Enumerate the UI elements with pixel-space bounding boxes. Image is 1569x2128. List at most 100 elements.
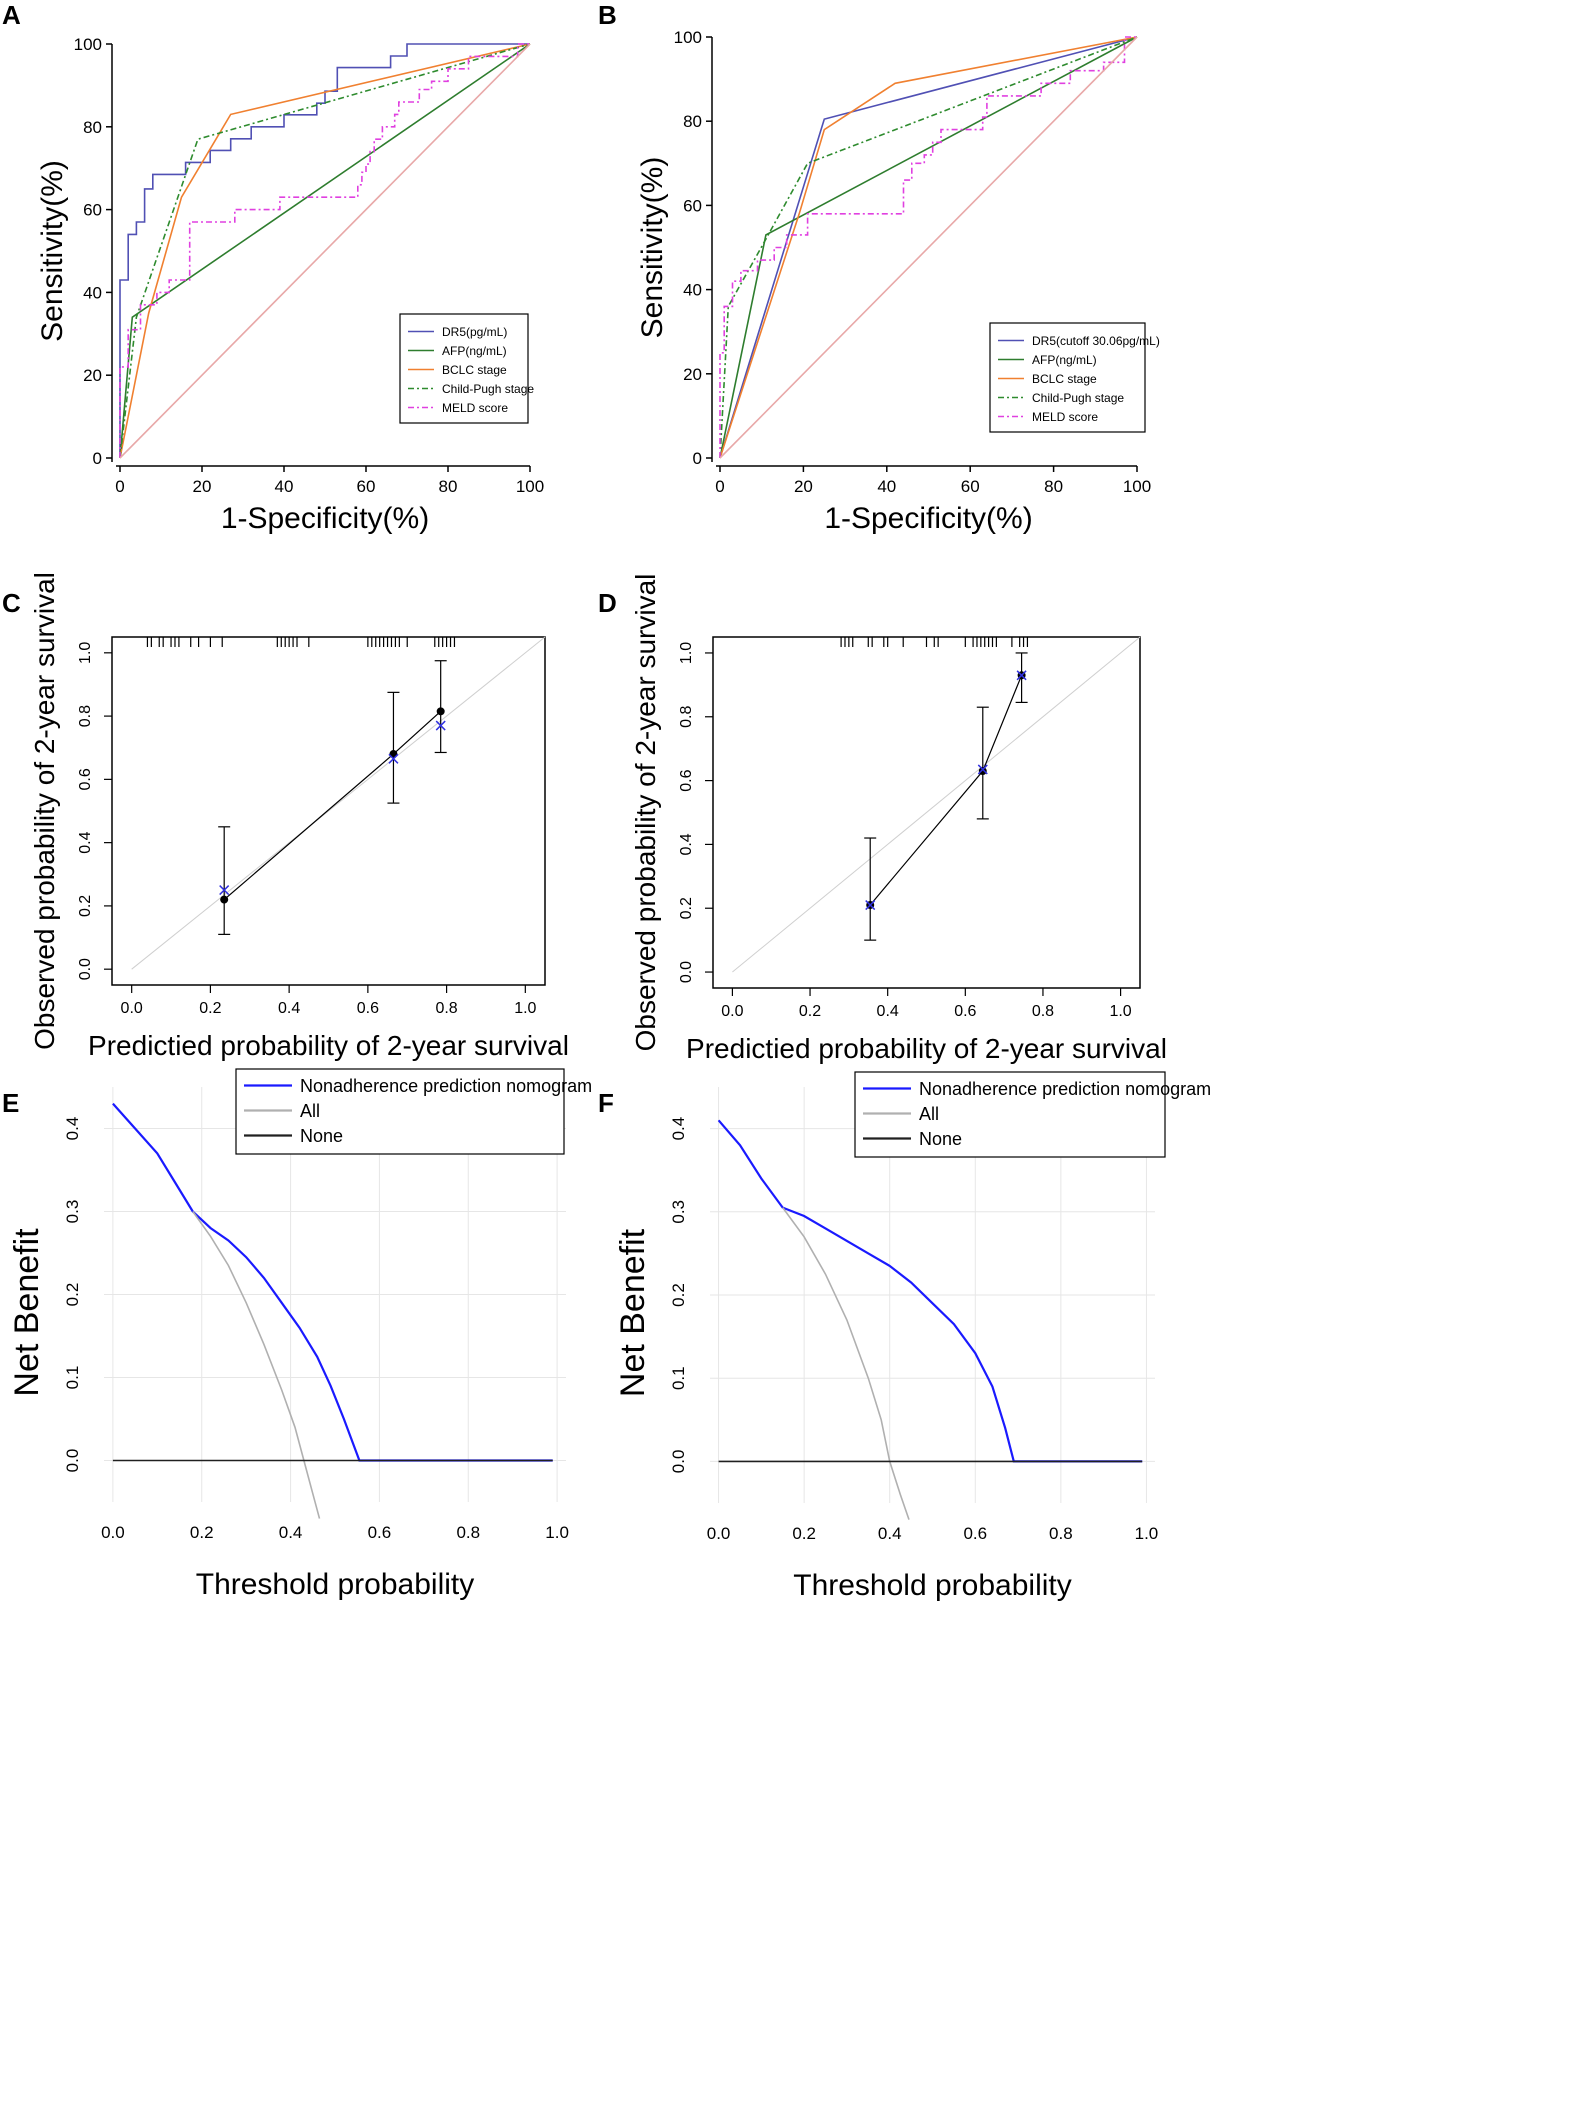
- panel-b-letter: B: [598, 0, 617, 30]
- panel-a-series-afp-ng-ml: [119, 43, 531, 459]
- panel-b-ytick-label: 100: [674, 28, 702, 47]
- panel-b-ytick-label: 80: [683, 112, 702, 131]
- panel-e-xtick-label: 0.2: [190, 1523, 214, 1542]
- panel-c-corrected-point: [435, 720, 446, 731]
- panel-d-ytick-label: 0.8: [678, 706, 695, 728]
- panel-f-ytick-label: 0.2: [669, 1283, 688, 1307]
- panel-e-ytick-label: 0.0: [63, 1449, 82, 1473]
- panel-a-legend-label-meld-score: MELD score: [442, 401, 508, 415]
- panel-b-series-bclc-stage: [719, 36, 1138, 459]
- panel-b-series-reference: [719, 36, 1138, 459]
- panel-a-ytick-label: 60: [83, 201, 102, 220]
- panel-b-ytick-label: 40: [683, 281, 702, 300]
- panel-a-series-bclc-stage: [119, 43, 531, 459]
- panel-d-letter: D: [598, 588, 617, 618]
- panel-b-series-dr5-cutoff-30-06pg-ml: [719, 36, 1138, 459]
- panel-c-ytick-label: 0.6: [77, 768, 94, 790]
- panel-f-y-title: Net Benefit: [614, 1228, 652, 1397]
- panel-a-ytick-label: 0: [93, 449, 102, 468]
- panel-b-series-meld-score: [719, 36, 1137, 458]
- panel-a-y-title: Sensitivity(%): [36, 160, 69, 342]
- panel-b-xtick-label: 0: [715, 477, 724, 496]
- panel-c-ytick-label: 0.4: [77, 831, 94, 853]
- panel-d-xtick-label: 0.6: [954, 1003, 976, 1020]
- panel-a-ytick-label: 20: [83, 366, 102, 385]
- panel-a-xtick-label: 0: [115, 477, 124, 496]
- panel-c-ytick-label: 1.0: [77, 642, 94, 664]
- panel-d-ytick-label: 1.0: [678, 642, 695, 664]
- panel-f-letter: F: [598, 1088, 614, 1118]
- panel-e-xtick-label: 0.6: [368, 1523, 392, 1542]
- panel-b-xtick-label: 80: [1044, 477, 1063, 496]
- panel-f-legend-label-all: All: [919, 1104, 939, 1124]
- panel-d-xtick-label: 1.0: [1109, 1003, 1131, 1020]
- panel-f-ytick-label: 0.3: [669, 1200, 688, 1224]
- panel-c-xtick-label: 0.0: [121, 1000, 143, 1017]
- panel-f-xtick-label: 0.6: [963, 1524, 987, 1543]
- panel-f-xtick-label: 1.0: [1135, 1524, 1159, 1543]
- panel-a-xtick-label: 100: [516, 477, 544, 496]
- panel-c-xtick-label: 0.6: [357, 1000, 379, 1017]
- panel-d-ytick-label: 0.4: [678, 833, 695, 855]
- panel-e-ytick-label: 0.3: [63, 1200, 82, 1224]
- panel-a-xtick-label: 20: [193, 477, 212, 496]
- panel-d-observed-point: [978, 767, 987, 776]
- panel-d-x-title: Predictied probability of 2-year surviva…: [686, 1033, 1167, 1064]
- panel-a-legend-label-afp-ng-ml: AFP(ng/mL): [442, 344, 507, 358]
- panel-f-ytick-label: 0.4: [669, 1117, 688, 1141]
- panel-b-ytick-label: 20: [683, 365, 702, 384]
- panel-a-x-title: 1-Specificity(%): [221, 502, 429, 535]
- panel-f-ytick-label: 0.0: [669, 1450, 688, 1474]
- panel-d-corrected-point: [1016, 670, 1027, 681]
- panel-d-xtick-label: 0.8: [1032, 1003, 1054, 1020]
- panel-c-y-title: Observed probability of 2-year survival: [29, 572, 60, 1050]
- panel-d-ytick-label: 0.2: [678, 897, 695, 919]
- panel-a-xtick-label: 80: [439, 477, 458, 496]
- panel-e-letter: E: [2, 1088, 19, 1118]
- panel-b-x-title: 1-Specificity(%): [824, 502, 1032, 535]
- panel-c-observed-point: [220, 895, 229, 904]
- panel-b-xtick-label: 60: [961, 477, 980, 496]
- panel-a-legend-label-dr5-pg-ml: DR5(pg/mL): [442, 325, 507, 339]
- panel-e-xtick-label: 0.4: [279, 1523, 303, 1542]
- panel-a-ytick-label: 80: [83, 118, 102, 137]
- panel-c-frame: [111, 636, 546, 986]
- panel-d-xtick-label: 0.0: [721, 1003, 743, 1020]
- panel-f-x-title: Threshold probability: [793, 1569, 1071, 1602]
- panel-c-xtick-label: 0.4: [278, 1000, 300, 1017]
- panel-c-ytick-label: 0.0: [77, 958, 94, 980]
- panel-f-xtick-label: 0.8: [1049, 1524, 1073, 1543]
- panel-a-ytick-label: 40: [83, 283, 102, 302]
- panel-e-x-title: Threshold probability: [196, 1568, 474, 1601]
- panel-d-corrected-point: [865, 900, 876, 911]
- panel-a-series-meld-score: [119, 43, 530, 458]
- panel-b-legend-label-meld-score: MELD score: [1032, 410, 1098, 424]
- panel-d-y-title: Observed probability of 2-year survival: [630, 574, 661, 1052]
- panel-c-ytick-label: 0.2: [77, 895, 94, 917]
- panel-a-series-dr5-pg-ml: [119, 43, 530, 458]
- panel-e-legend-label-nonadherence-prediction-nomogram: Nonadherence prediction nomogram: [300, 1076, 592, 1096]
- panel-f-series-all: [782, 1207, 910, 1520]
- panel-b-xtick-label: 20: [794, 477, 813, 496]
- panel-b-y-title: Sensitivity(%): [636, 157, 669, 339]
- panel-c-ideal-line: [131, 636, 546, 970]
- panel-e-legend-label-none: None: [300, 1126, 343, 1146]
- panel-f-xtick-label: 0.4: [878, 1524, 902, 1543]
- panel-c-xtick-label: 0.2: [199, 1000, 221, 1017]
- panel-c-letter: C: [2, 588, 21, 618]
- panel-e-xtick-label: 1.0: [545, 1523, 569, 1542]
- panel-b-xtick-label: 100: [1123, 477, 1151, 496]
- panel-b-xtick-label: 40: [877, 477, 896, 496]
- panel-c-corrected-point: [219, 885, 230, 896]
- panel-b-series-child-pugh-stage: [719, 36, 1138, 459]
- panel-b-legend-label-dr5-cutoff-30-06pg-ml: DR5(cutoff 30.06pg/mL): [1032, 334, 1160, 348]
- panel-f-ytick-label: 0.1: [669, 1366, 688, 1390]
- panel-f-xtick-label: 0.0: [707, 1524, 731, 1543]
- panel-b-legend-label-child-pugh-stage: Child-Pugh stage: [1032, 391, 1124, 405]
- panel-c-observed-point: [436, 707, 445, 716]
- panel-e-ytick-label: 0.4: [63, 1117, 82, 1141]
- panel-d-ideal-line: [732, 636, 1141, 973]
- panel-f-series-nonadherence-prediction-nomogram: [717, 1119, 1143, 1463]
- panel-d-ytick-label: 0.6: [678, 769, 695, 791]
